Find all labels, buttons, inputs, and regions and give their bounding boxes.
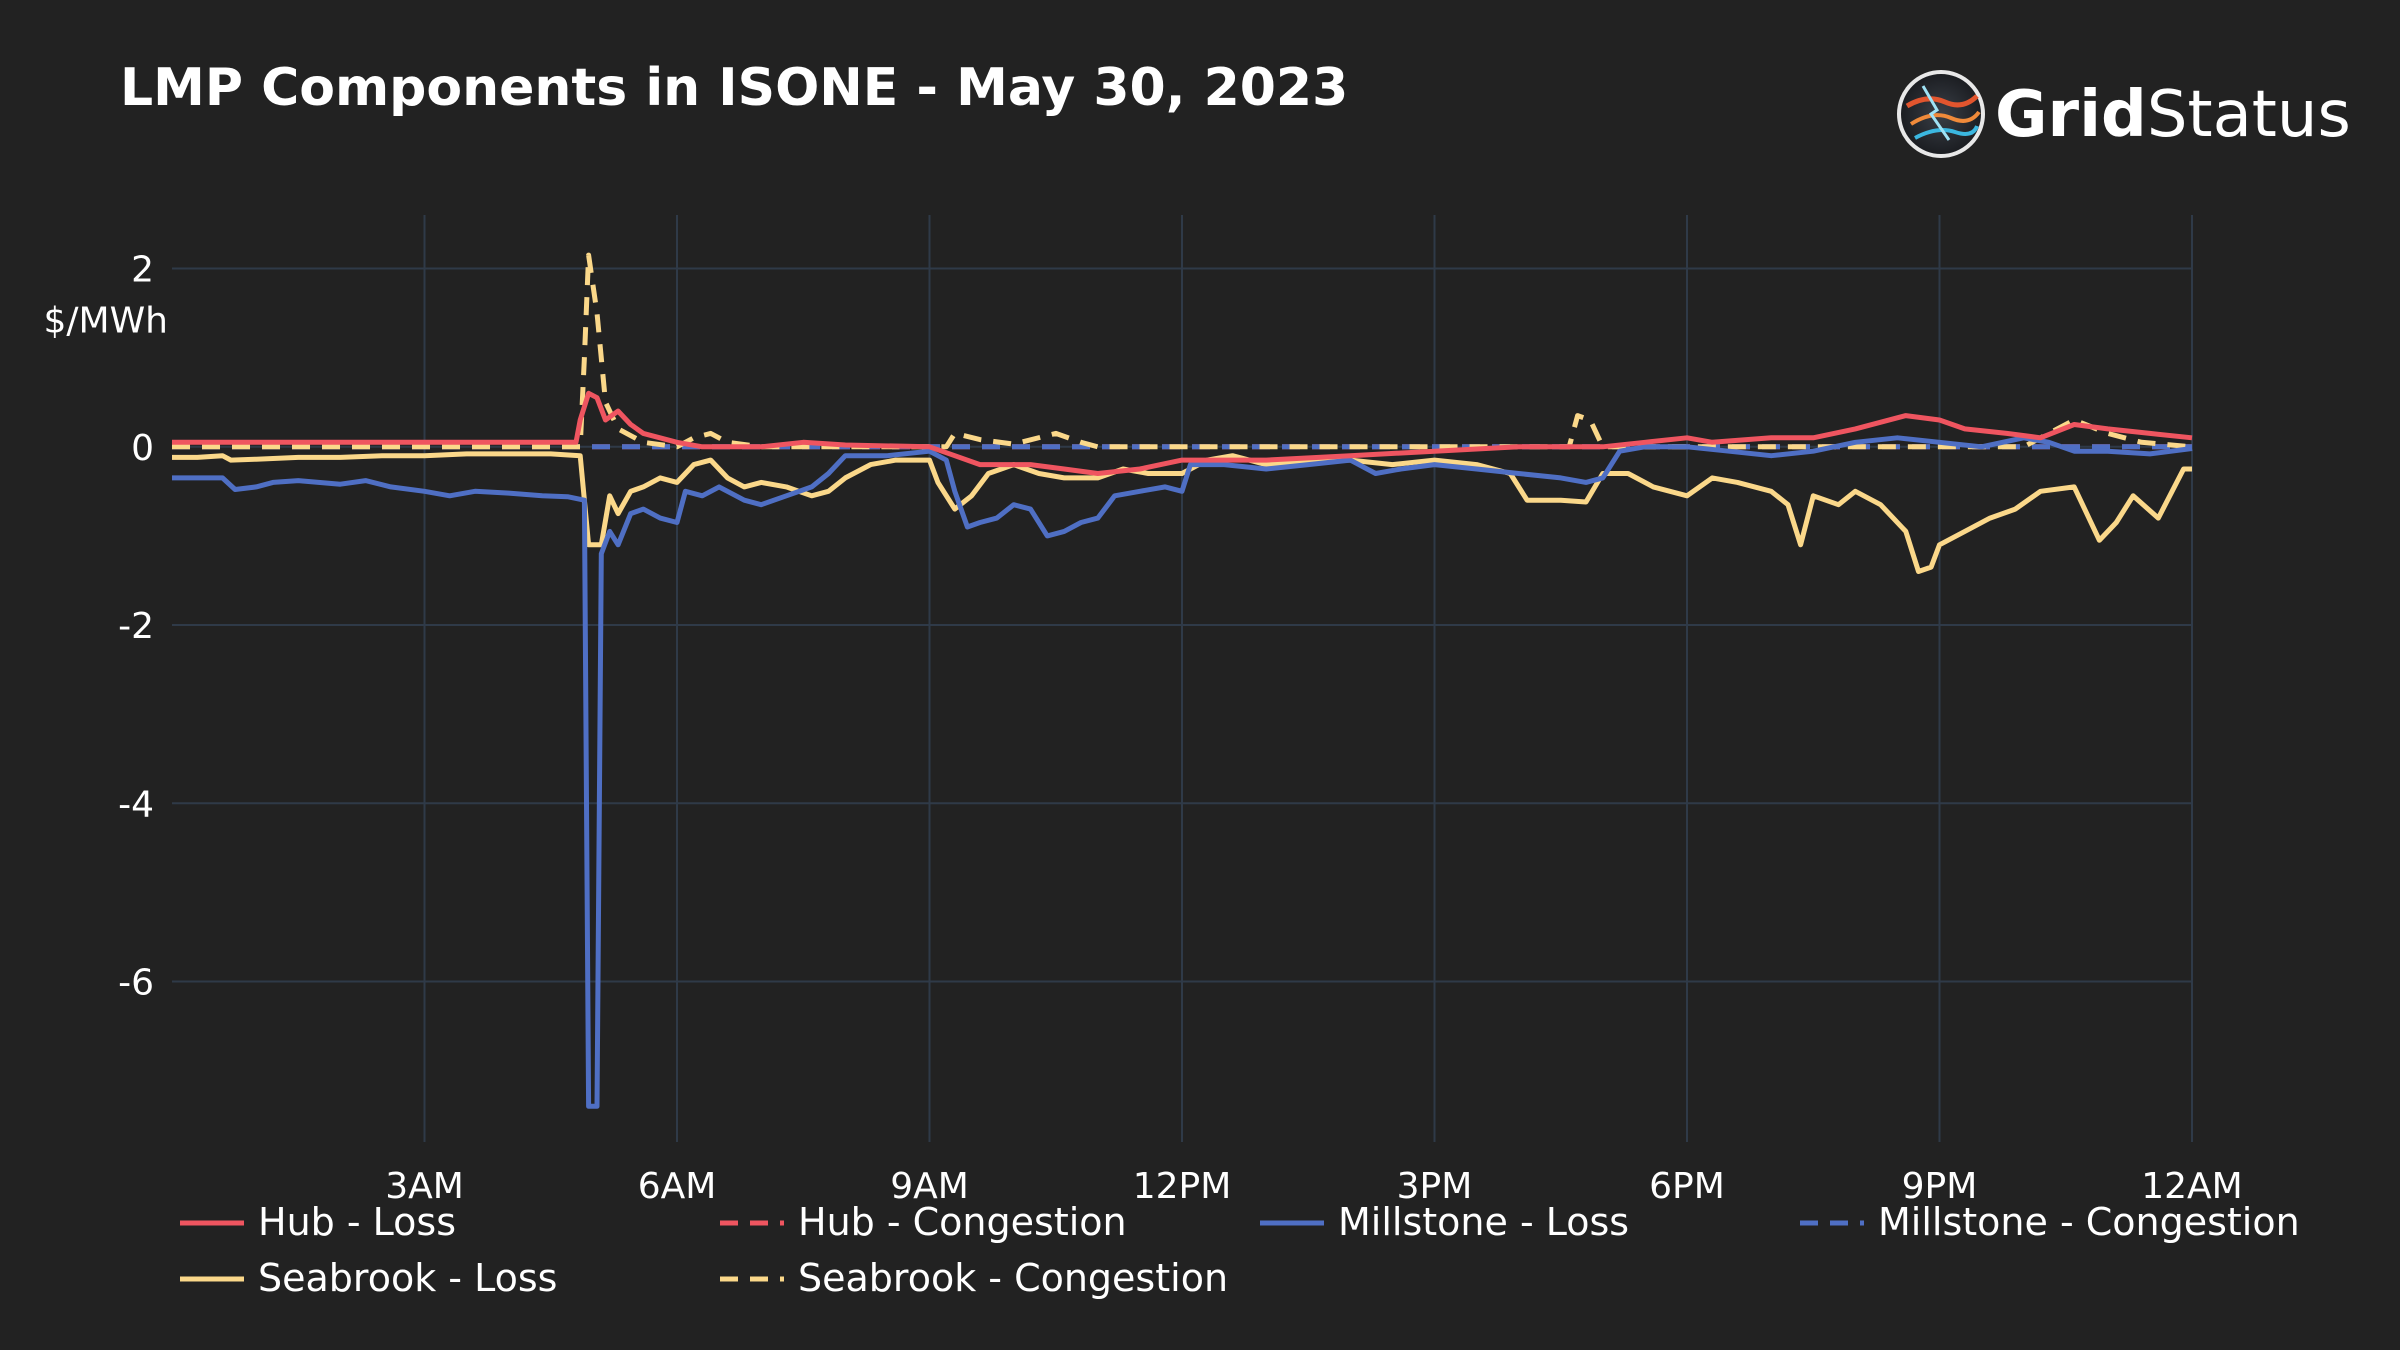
legend-label: Hub - Loss	[258, 1200, 456, 1244]
legend-swatch	[180, 1220, 244, 1226]
legend-item[interactable]: Millstone - Loss	[1260, 1200, 1629, 1244]
y-tick-label: 0	[131, 428, 154, 469]
legend-item[interactable]: Hub - Loss	[180, 1200, 456, 1244]
series-line-seabrook-congestion	[172, 252, 2193, 450]
axis-layer: 3AM 6AM 9AM 12PM 3PM 6PM 9PM 12AM 2 0 -2 -4 -6 $/MWh	[43, 249, 2242, 1200]
legend: Hub - Loss Hub - Congestion Millstone - Lo…	[180, 1200, 2380, 1320]
x-tick-label: 6PM	[1649, 1166, 1725, 1200]
y-tick-label: -6	[118, 963, 154, 1004]
x-tick-label: 9AM	[890, 1166, 969, 1200]
x-tick-label: 12AM	[2141, 1166, 2243, 1200]
grid-layer	[172, 215, 2193, 1142]
x-tick-label: 12PM	[1133, 1166, 1232, 1200]
lmp-line-chart: 3AM 6AM 9AM 12PM 3PM 6PM 9PM 12AM 2 0 -2 -4 -6 $/MWh	[43, 215, 2243, 1200]
legend-label: Hub - Congestion	[798, 1200, 1127, 1244]
logo-wordmark: GridStatus	[1995, 78, 2351, 152]
legend-swatch	[1800, 1220, 1864, 1226]
legend-label: Seabrook - Loss	[258, 1256, 558, 1300]
legend-label: Seabrook - Congestion	[798, 1256, 1229, 1300]
legend-label: Millstone - Loss	[1338, 1200, 1630, 1244]
y-tick-label: -4	[118, 784, 154, 825]
series-layer	[172, 252, 2193, 1109]
x-tick-label: 9PM	[1902, 1166, 1978, 1200]
y-tick-label: -2	[118, 606, 154, 647]
legend-swatch	[720, 1220, 784, 1226]
legend-item[interactable]: Hub - Congestion	[720, 1200, 1127, 1244]
gridstatus-logo: GridStatus	[1893, 66, 2351, 166]
y-tick-label: 2	[131, 249, 154, 290]
globe-icon	[1897, 70, 1985, 158]
legend-label: Millstone - Congestion	[1878, 1200, 2300, 1244]
logo-word-status: Status	[2146, 78, 2351, 152]
chart-title: LMP Components in ISONE - May 30, 2023	[120, 58, 1349, 118]
series-line-millstone-loss	[172, 435, 2193, 1109]
legend-item[interactable]: Seabrook - Congestion	[720, 1256, 1228, 1300]
series-line-hub-loss	[172, 390, 2193, 476]
legend-swatch	[720, 1276, 784, 1282]
legend-swatch	[1260, 1220, 1324, 1226]
x-tick-label: 3AM	[385, 1166, 464, 1200]
logo-word-grid: Grid	[1995, 78, 2147, 152]
x-tick-label: 3PM	[1397, 1166, 1473, 1200]
legend-item[interactable]: Millstone - Congestion	[1800, 1200, 2300, 1244]
y-axis-label: $/MWh	[43, 300, 168, 341]
legend-item[interactable]: Seabrook - Loss	[180, 1256, 557, 1300]
x-tick-label: 6AM	[638, 1166, 717, 1200]
legend-swatch	[180, 1276, 244, 1282]
